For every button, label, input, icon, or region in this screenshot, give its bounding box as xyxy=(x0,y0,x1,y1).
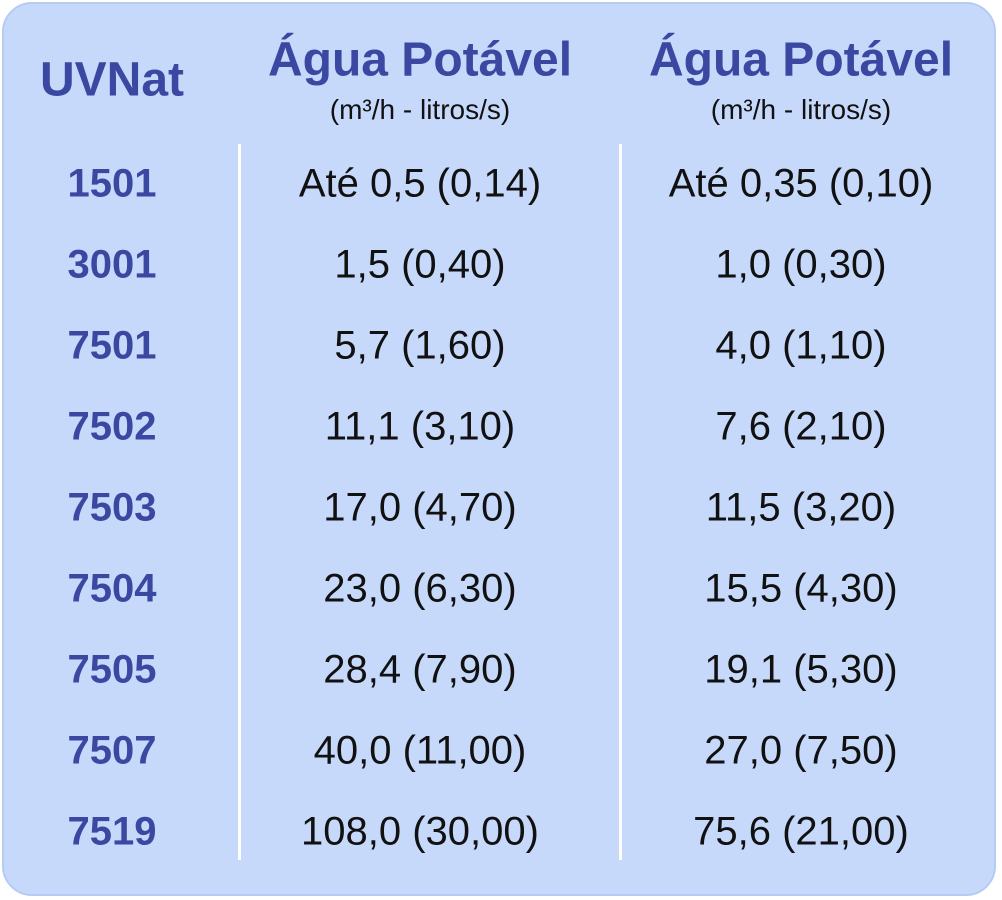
row-value: 108,0 (30,00) xyxy=(301,809,539,854)
row-value: Até 0,5 (0,14) xyxy=(298,161,542,206)
row-key: 7504 xyxy=(67,566,157,611)
row-value: 4,0 (1,10) xyxy=(715,323,887,368)
column-subtitle: (m³/h - litros/s) xyxy=(710,94,892,125)
column-title: UVNat xyxy=(39,53,185,107)
row-value: 75,6 (21,00) xyxy=(693,809,909,854)
column-divider xyxy=(238,144,241,860)
row-value: 23,0 (6,30) xyxy=(323,566,517,611)
row-value: 40,0 (11,00) xyxy=(313,728,527,773)
row-key: 7505 xyxy=(67,647,157,692)
row-value: 1,5 (0,40) xyxy=(334,242,506,287)
row-value: 15,5 (4,30) xyxy=(704,566,898,611)
column-title: Água Potável xyxy=(267,33,573,87)
row-value: 27,0 (7,50) xyxy=(704,728,898,773)
row-key: 7519 xyxy=(67,809,157,854)
row-value: 28,4 (7,90) xyxy=(323,647,517,692)
row-value: 7,6 (2,10) xyxy=(715,404,887,449)
row-value: 19,1 (5,30) xyxy=(704,647,898,692)
row-value: 11,1 (3,10) xyxy=(324,404,516,449)
row-value: 11,5 (3,20) xyxy=(705,485,897,530)
row-key: 7503 xyxy=(67,485,157,530)
row-value: 1,0 (0,30) xyxy=(715,242,887,287)
column-title: Água Potável xyxy=(648,33,954,87)
row-value: 17,0 (4,70) xyxy=(323,485,517,530)
row-value: Até 0,35 (0,10) xyxy=(668,161,934,206)
row-key: 7502 xyxy=(67,404,157,449)
row-key: 3001 xyxy=(67,242,157,287)
column-subtitle: (m³/h - litros/s) xyxy=(329,94,511,125)
column-divider xyxy=(619,144,622,860)
row-key: 7501 xyxy=(67,323,157,368)
row-value: 5,7 (1,60) xyxy=(334,323,506,368)
row-key: 7507 xyxy=(67,728,157,773)
row-key: 1501 xyxy=(67,161,157,206)
